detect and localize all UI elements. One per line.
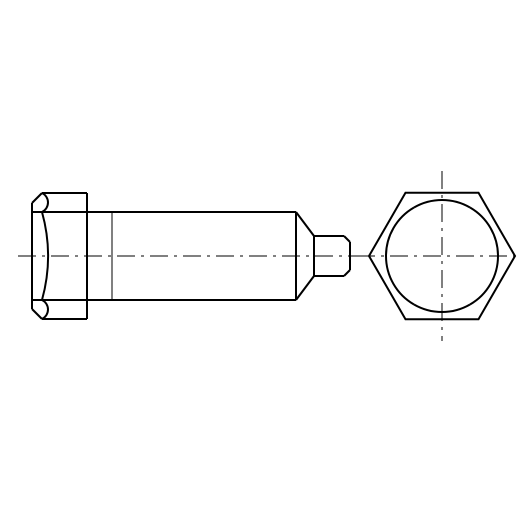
bolt-diagram: [0, 0, 520, 520]
end-view: [357, 171, 520, 341]
side-view: [18, 193, 364, 319]
